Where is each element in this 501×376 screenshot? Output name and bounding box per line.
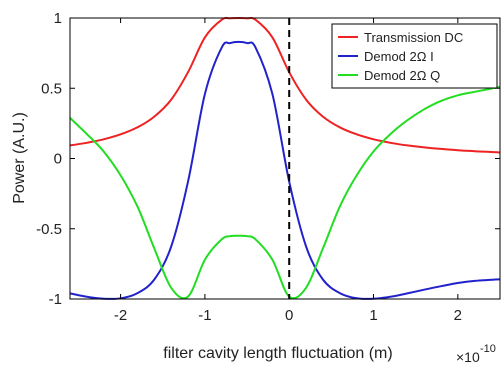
series-line-2: [69, 85, 501, 300]
y-tick-label: -1: [49, 291, 62, 308]
series-layer: [69, 16, 501, 300]
series-line-1: [69, 40, 501, 300]
y-axis-label: Power (A.U.): [11, 112, 28, 204]
ticks-layer: -2 -1 0 1 2 -1 -0.5 0 0.5 1: [36, 10, 500, 324]
y-tick-label: 0: [54, 151, 62, 168]
x-axis-label: filter cavity length fluctuation (m): [163, 345, 392, 362]
legend-label-demod-q: Demod 2Ω Q: [364, 68, 440, 83]
y-tick-label: 0.5: [41, 80, 62, 97]
x-exponent-base: ×10: [456, 349, 480, 365]
series-line-0: [69, 16, 501, 154]
legend-box: [331, 23, 498, 89]
x-tick-label: -1: [198, 307, 211, 324]
x-tick-label: 0: [285, 307, 293, 324]
legend-label-transmission-dc: Transmission DC: [364, 30, 463, 45]
x-exponent-power: -10: [480, 343, 496, 355]
legend-label-demod-i: Demod 2Ω I: [364, 49, 434, 64]
x-tick-label: -2: [114, 307, 127, 324]
x-tick-label: 1: [369, 307, 377, 324]
x-tick-label: 2: [454, 307, 462, 324]
legend: Transmission DC Demod 2Ω I Demod 2Ω Q: [331, 23, 498, 89]
y-tick-label: 1: [54, 10, 62, 27]
y-tick-label: -0.5: [36, 221, 62, 238]
